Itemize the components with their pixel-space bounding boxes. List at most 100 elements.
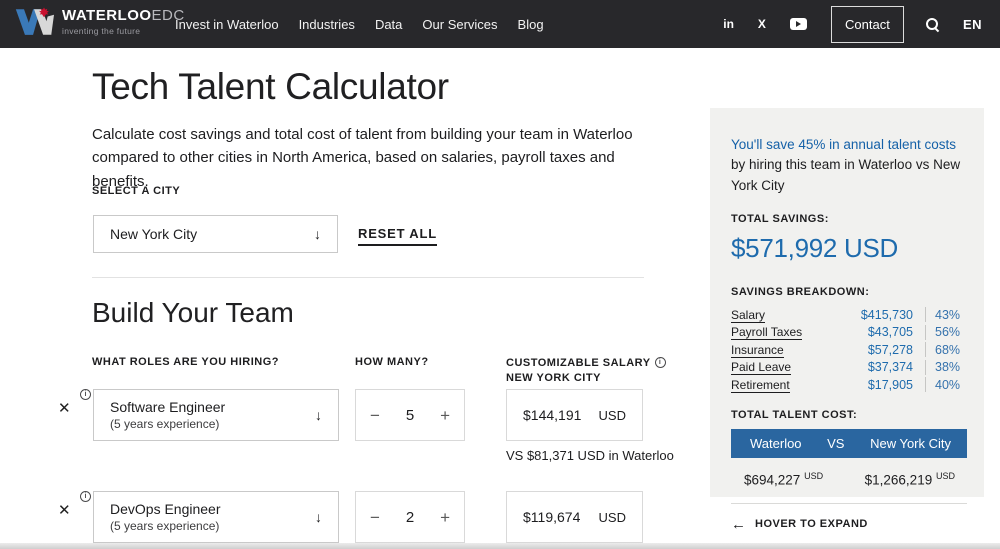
page-title: Tech Talent Calculator bbox=[92, 66, 449, 107]
role-row-devops-engineer: ✕ i DevOps Engineer (5 years experience)… bbox=[0, 491, 660, 543]
quantity-stepper: − 2 + bbox=[355, 491, 465, 543]
column-header-count: HOW MANY? bbox=[355, 356, 429, 368]
arrow-left-icon: ← bbox=[731, 515, 746, 533]
breakdown-percent: 38% bbox=[935, 360, 961, 374]
salary-currency: USD bbox=[598, 509, 626, 525]
breakdown-label-link[interactable]: Salary bbox=[731, 307, 766, 323]
contact-button[interactable]: Contact bbox=[830, 5, 904, 43]
quantity-value: 5 bbox=[405, 406, 415, 424]
role-info-icon[interactable]: i bbox=[80, 389, 91, 400]
maple-leaf-icon bbox=[39, 7, 49, 18]
plus-button[interactable]: + bbox=[440, 507, 450, 527]
breakdown-row-paid-leave: Paid Leave $37,374 38% bbox=[731, 358, 967, 376]
waterloo-edc-logo-icon bbox=[15, 7, 54, 35]
role-info-icon[interactable]: i bbox=[80, 491, 91, 502]
cost-comparison-values: $694,227 USD $1,266,219 USD bbox=[731, 471, 967, 488]
navbar: WATERLOOEDC inventing the future Invest … bbox=[0, 0, 1000, 48]
total-savings-label: TOTAL SAVINGS: bbox=[731, 212, 829, 225]
nav-link-data[interactable]: Data bbox=[374, 16, 403, 32]
cost-header-city: New York City bbox=[870, 436, 951, 452]
waterloo-comparison-note: VS $81,371 USD in Waterloo bbox=[506, 448, 674, 463]
remove-role-icon[interactable]: ✕ bbox=[58, 502, 71, 519]
brand-logo[interactable]: WATERLOOEDC inventing the future bbox=[14, 7, 185, 37]
breakdown-percent: 56% bbox=[935, 325, 961, 339]
page-description: Calculate cost savings and total cost of… bbox=[92, 126, 633, 190]
breakdown-percent: 68% bbox=[935, 342, 961, 357]
salary-input[interactable]: $144,191 USD bbox=[506, 389, 643, 441]
column-header-roles: WHAT ROLES ARE YOU HIRING? bbox=[92, 356, 279, 368]
nav-link-blog[interactable]: Blog bbox=[517, 16, 544, 32]
search-icon[interactable] bbox=[925, 17, 939, 31]
role-experience: (5 years experience) bbox=[110, 519, 220, 533]
select-city-label: SELECT A CITY bbox=[92, 185, 181, 197]
linkedin-icon[interactable]: in bbox=[723, 17, 734, 31]
nav-link-services[interactable]: Our Services bbox=[422, 16, 498, 32]
waterloo-total-cost: $694,227 USD bbox=[744, 471, 824, 488]
brand-name: WATERLOO bbox=[62, 7, 152, 25]
reset-all-link[interactable]: RESET ALL bbox=[358, 226, 437, 246]
build-your-team-heading: Build Your Team bbox=[92, 297, 294, 328]
breakdown-row-retirement: Retirement $17,905 40% bbox=[731, 376, 967, 394]
brand-tagline: inventing the future bbox=[62, 26, 141, 37]
savings-highlight: You'll save 45% in annual talent costs bbox=[731, 137, 956, 152]
minus-button[interactable]: − bbox=[370, 507, 380, 527]
role-name: Software Engineer bbox=[110, 399, 226, 415]
chevron-down-icon: ↓ bbox=[315, 407, 322, 423]
savings-summary-panel: You'll save 45% in annual talent costs b… bbox=[710, 108, 984, 532]
quantity-stepper: − 5 + bbox=[355, 389, 465, 441]
salary-info-icon[interactable]: i bbox=[654, 357, 666, 369]
chevron-down-icon: ↓ bbox=[315, 509, 322, 525]
salary-input[interactable]: $119,674 USD bbox=[506, 491, 643, 543]
quantity-value: 2 bbox=[405, 508, 415, 526]
navbar-right: in X Contact EN bbox=[723, 0, 982, 48]
nav-links: Invest in Waterloo Industries Data Our S… bbox=[175, 0, 544, 48]
language-toggle[interactable]: EN bbox=[962, 16, 982, 32]
youtube-icon[interactable] bbox=[789, 18, 807, 30]
total-talent-cost-label: TOTAL TALENT COST: bbox=[731, 409, 858, 422]
section-divider bbox=[92, 277, 644, 278]
breakdown-row-insurance: Insurance $57,278 68% bbox=[731, 341, 967, 359]
city-select-dropdown[interactable]: New York City ↓ bbox=[93, 215, 338, 253]
hover-to-expand-control[interactable]: ← HOVER TO EXPAND bbox=[731, 517, 967, 532]
savings-headline: You'll save 45% in annual talent costs b… bbox=[731, 137, 961, 193]
city-total-cost: $1,266,219 USD bbox=[864, 471, 955, 488]
breakdown-label-link[interactable]: Paid Leave bbox=[731, 360, 792, 375]
x-twitter-icon[interactable]: X bbox=[757, 17, 766, 31]
total-savings-value: $571,992 USD bbox=[731, 232, 898, 263]
breakdown-value: $57,278 bbox=[867, 342, 913, 357]
savings-breakdown-table: Salary $415,730 43% Payroll Taxes $43,70… bbox=[731, 306, 967, 394]
breakdown-row-salary: Salary $415,730 43% bbox=[731, 306, 967, 324]
cost-header-waterloo: Waterloo bbox=[750, 436, 802, 452]
remove-role-icon[interactable]: ✕ bbox=[58, 400, 71, 417]
page-bottom-edge bbox=[0, 543, 1000, 549]
breakdown-percent: 43% bbox=[935, 307, 961, 322]
cost-comparison-header[interactable]: Waterloo VS New York City bbox=[731, 429, 967, 459]
plus-button[interactable]: + bbox=[440, 405, 450, 425]
role-row-software-engineer: ✕ i Software Engineer (5 years experienc… bbox=[0, 389, 674, 463]
city-select-value: New York City bbox=[110, 226, 198, 242]
salary-currency: USD bbox=[598, 407, 626, 423]
breakdown-label-link[interactable]: Insurance bbox=[731, 342, 784, 358]
sidebar-divider bbox=[731, 502, 967, 504]
role-name: DevOps Engineer bbox=[110, 501, 221, 517]
cost-header-vs: VS bbox=[827, 436, 845, 452]
nav-link-invest[interactable]: Invest in Waterloo bbox=[175, 16, 279, 32]
salary-value: $119,674 bbox=[523, 509, 581, 525]
breakdown-label-link[interactable]: Retirement bbox=[731, 377, 790, 393]
breakdown-label-link[interactable]: Payroll Taxes bbox=[731, 325, 803, 340]
breakdown-value: $17,905 bbox=[867, 377, 913, 392]
breakdown-row-payroll-taxes: Payroll Taxes $43,705 56% bbox=[731, 323, 967, 341]
breakdown-value: $43,705 bbox=[867, 325, 913, 339]
nav-link-industries[interactable]: Industries bbox=[298, 16, 355, 32]
chevron-down-icon: ↓ bbox=[314, 226, 321, 242]
role-select-dropdown[interactable]: Software Engineer (5 years experience) ↓ bbox=[93, 389, 339, 441]
brand-suffix: EDC bbox=[151, 7, 185, 25]
column-header-salary: CUSTOMIZABLE SALARY i NEW YORK CITY bbox=[506, 356, 666, 386]
role-select-dropdown[interactable]: DevOps Engineer (5 years experience) ↓ bbox=[93, 491, 339, 543]
savings-breakdown-label: SAVINGS BREAKDOWN: bbox=[731, 285, 870, 298]
breakdown-percent: 40% bbox=[935, 377, 961, 392]
minus-button[interactable]: − bbox=[370, 405, 380, 425]
role-experience: (5 years experience) bbox=[110, 417, 220, 431]
hover-to-expand-label: HOVER TO EXPAND bbox=[755, 518, 868, 531]
